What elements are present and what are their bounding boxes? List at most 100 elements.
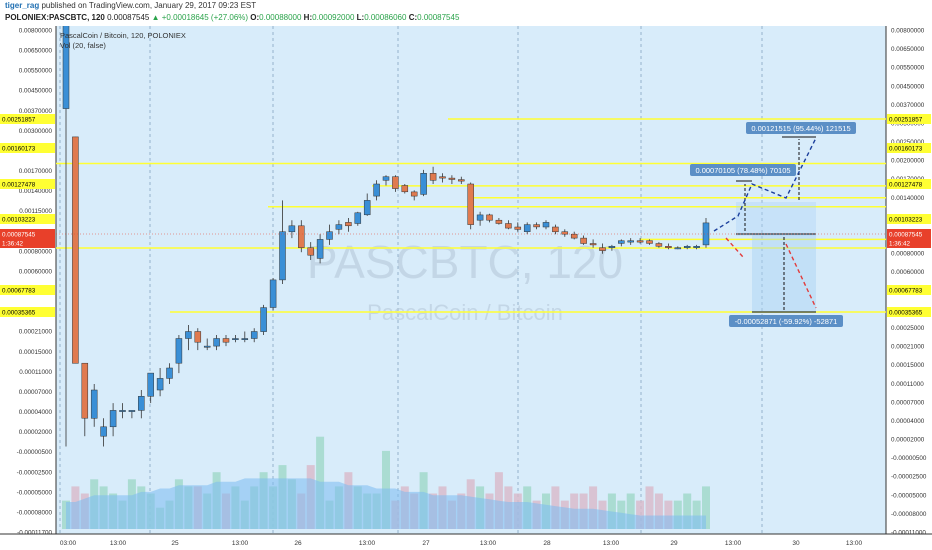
price-tag-right-text: 0.00087545 [889,232,923,239]
price-tick-right: 0.00250000 [891,139,925,146]
open-value: 0.00088000 [259,13,302,22]
candle-body [175,338,183,364]
time-tick: 28 [543,540,551,547]
candle-body [335,224,343,230]
time-tick: 13:00 [232,540,249,547]
publish-line: tiger_rag published on TradingView.com, … [5,1,256,10]
candle-body [269,279,277,308]
candle-body [222,338,230,343]
candle-body [618,240,625,244]
time-tick: 27 [422,540,430,547]
candle-body [570,233,578,239]
quote-line: POLONIEX:PASCBTC, 120 0.00087545 ▲ +0.00… [5,13,459,22]
author-link[interactable]: tiger_rag [5,1,40,10]
projection-path-down-1 [725,237,744,258]
candle-body [213,338,220,347]
price-tick-left: 0.00080000 [19,248,53,255]
price-tick-left: 0.00370000 [19,108,53,115]
price-tag-left-box [0,307,55,317]
symbol-label: POLONIEX:PASCBTC, 120 [5,13,105,22]
price-tick-left: 0.00800000 [19,28,53,35]
volume-bar [636,500,645,529]
price-chart[interactable]: PASCBTC, 120 PascalCoin / Bitcoin 0.0012… [0,26,932,550]
candle-body [627,240,634,243]
price-tag-left-text: 0.00103223 [2,217,36,224]
price-tick-right: 0.00080000 [891,251,925,258]
candle-body [429,173,437,181]
candle-body [166,367,173,379]
candle-body [109,410,117,428]
price-tick-right: 0.00025000 [891,325,925,332]
price-tag-left-box [0,214,55,224]
candle-body [702,222,710,246]
price-tag-right-box [887,238,931,248]
price-tick-left: -0.00005000 [17,489,53,496]
price-tag-left-text: 0.00067783 [2,288,36,295]
annotation-target-3-text: -0.00052871 (-59.92%) -52871 [735,317,838,326]
price-tag-left-box [0,285,55,295]
time-tick: 03:00 [60,540,77,547]
price-tag-right-text: 0.00035365 [889,310,923,317]
candle-body [683,246,691,248]
candle-body [420,173,427,195]
open-label: O: [250,13,260,22]
candle-body [486,214,493,221]
projection-up-box [736,202,816,236]
price-tag-left-text: 0.00035365 [2,310,36,317]
price-tick-left: 0.00060000 [19,269,53,276]
volume-bar [626,493,635,529]
price-tick-left: 0.00550000 [19,68,53,75]
time-axis[interactable]: 03:00 13:00 25 13:00 26 13:00 27 13:00 28 13:00 29… [60,540,863,547]
volume-bar [673,500,682,529]
last-price: 0.00087545 [107,13,150,22]
volume-bar [654,493,663,529]
time-tick: 13:00 [359,540,376,547]
candle-body [608,246,616,248]
annotation-target-1: 0.00121515 (95.44%) 121515 [746,122,856,134]
annotation-target-3-box [729,315,843,327]
price-tick-left: 0.00140000 [19,188,53,195]
time-tick: 30 [792,540,800,547]
price-tick-right: 0.00140000 [891,195,925,202]
close-label: C: [408,13,418,22]
candle-body [589,243,597,246]
price-tick-left: 0.00115000 [19,208,52,215]
volume-bar [664,500,673,529]
horizontal-levels [56,118,886,313]
volume-bar [607,493,616,529]
candle-body [62,26,70,109]
price-tick-left: -0.00000500 [17,449,53,456]
candle-body [147,372,154,397]
candle-body [326,231,333,240]
candle-body [128,410,136,412]
candle-body [392,176,399,189]
price-tag-right-text: 0.00103223 [889,217,923,224]
price-tag-right-text: 1:36:42 [889,241,911,248]
candle-body [410,191,418,197]
price-tag-right-box [887,214,931,224]
annotation-target-1-text: 0.00121515 (95.44%) 121515 [751,124,850,133]
price-tick-left: -0.00008000 [17,509,53,516]
price-tags-left: 0.00251857 0.00160173 0.00127478 0.00103223… [0,114,55,317]
projection-path-down-2 [785,243,817,309]
candle-body [693,246,700,248]
legend-title: PascalCoin / Bitcoin, 120, POLONIEX [60,31,186,40]
candle-body [448,177,456,180]
price-tag-left-box [0,238,55,248]
annotation-target-2-text: 0.00070105 (78.48%) 70105 [695,166,790,175]
price-tag-right-box [887,229,931,239]
price-tag-right-text: 0.00251857 [889,117,923,124]
price-tag-right-box [887,307,931,317]
price-tick-right: 0.00370000 [891,102,925,109]
projection-path-up [713,137,817,232]
legend-volume: Vol (20, false) [60,41,106,50]
candle-body [646,240,653,244]
price-tag-right-text: 0.00067783 [889,288,923,295]
candle-body [100,426,107,437]
volume-bar [589,486,598,529]
price-tag-left-text: 0.00251857 [2,117,36,124]
price-tick-left: 0.00450000 [19,88,53,95]
candle-body [288,225,296,233]
publish-info: published on TradingView.com, January 29… [41,1,257,10]
candle-body [72,136,79,364]
